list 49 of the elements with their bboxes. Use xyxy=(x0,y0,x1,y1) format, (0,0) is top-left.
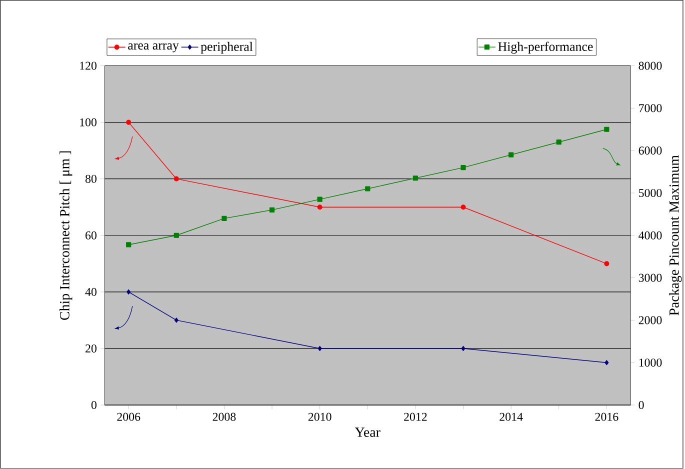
point xyxy=(604,360,609,366)
point xyxy=(461,346,466,352)
y-tick-label: 100 xyxy=(80,118,96,126)
y-axis-title: Chip Interconnect Pitch [ μm ] xyxy=(60,151,72,320)
legend-label: area array xyxy=(128,43,179,52)
legend-label: peripheral xyxy=(200,42,253,54)
y2-tick-label: 8000 xyxy=(638,62,662,70)
y2-tick-label: 7000 xyxy=(639,104,662,112)
point xyxy=(126,120,132,125)
x-axis-title: Year xyxy=(354,428,380,438)
point xyxy=(317,196,322,202)
y-tick-label: 0 xyxy=(91,401,96,410)
y2-tick-label: 5000 xyxy=(639,189,662,198)
point xyxy=(604,261,610,266)
x-tick-label: 2010 xyxy=(308,412,332,421)
y2-tick-label: 0 xyxy=(638,401,644,410)
x-tick-label: 2014 xyxy=(500,412,523,421)
x-tick-label: 2008 xyxy=(212,412,236,421)
x-tick-label: 2006 xyxy=(117,412,140,421)
x-tick-label: 2012 xyxy=(404,412,427,421)
y2-axis-title: Package Pincount Maximum xyxy=(669,155,682,316)
point xyxy=(126,242,132,248)
x-tick-label: 2016 xyxy=(595,412,618,421)
point xyxy=(365,186,370,192)
point xyxy=(604,126,610,132)
y-tick-label: 20 xyxy=(86,344,96,353)
point xyxy=(174,232,179,238)
point xyxy=(556,140,562,145)
y2-tick-label: 1000 xyxy=(639,358,662,367)
y-tick-label: 40 xyxy=(85,288,96,296)
point xyxy=(269,207,275,213)
y-tick-label: 60 xyxy=(86,231,96,240)
point xyxy=(126,289,131,295)
legend-label: High-performance xyxy=(498,42,593,54)
point xyxy=(174,176,179,182)
point xyxy=(460,204,466,210)
y2-tick-label: 2000 xyxy=(638,316,662,324)
y2-tick-label: 6000 xyxy=(638,146,662,155)
point xyxy=(412,176,418,181)
y2-tick-label: 4000 xyxy=(638,231,662,240)
point xyxy=(317,204,322,210)
y-tick-label: 120 xyxy=(80,62,96,70)
y-tick-label: 80 xyxy=(85,174,96,183)
point xyxy=(222,216,227,222)
point xyxy=(460,165,466,170)
point xyxy=(318,346,322,352)
point xyxy=(508,152,514,158)
y2-tick-label: 3000 xyxy=(638,274,662,282)
point xyxy=(174,318,178,323)
